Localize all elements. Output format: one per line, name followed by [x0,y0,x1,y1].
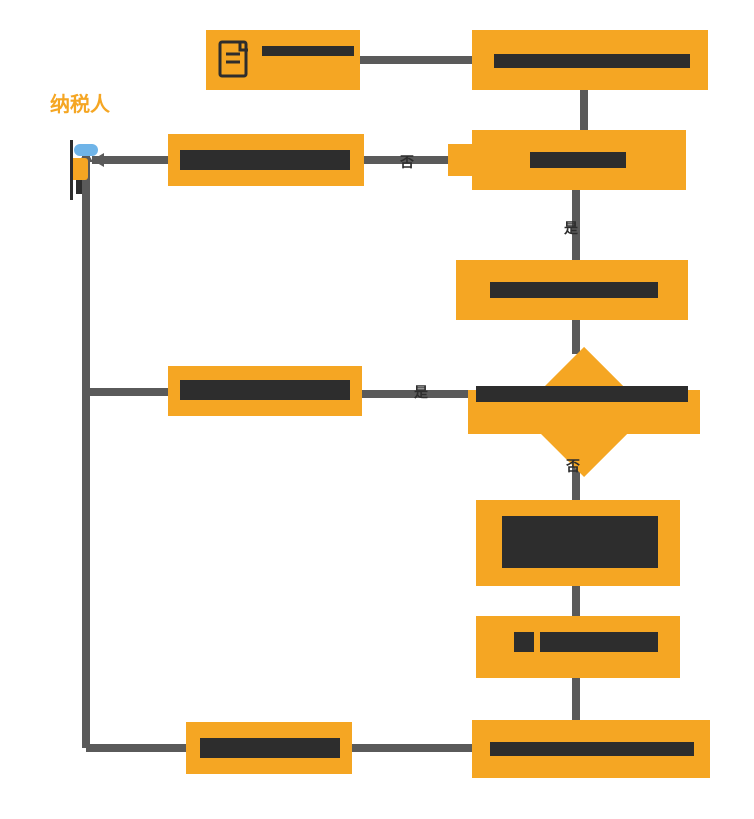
node-n11-inner [200,738,340,758]
node-n4-inner [180,150,350,170]
node-n9-inner-1 [540,632,658,652]
node-n3-inner [530,152,626,168]
node-n10-inner [490,742,694,756]
node-n2-inner [494,54,690,68]
node-n5-inner [490,282,658,298]
document-icon [214,40,254,80]
taxpayer-icon [70,140,102,200]
edge-label-no: 否 [400,152,414,172]
node-n6-inner [476,386,688,402]
taxpayer-label: 纳税人 [50,88,110,117]
edge-label-mid3: 否 [566,456,580,476]
node-n9-inner-0 [514,632,534,652]
node-n7-inner [180,380,350,400]
edge-label-yes: 是 [564,218,578,238]
edge-label-mid2: 是 [414,382,428,402]
node-n8-inner [502,516,658,568]
node-n1-inner [262,46,354,56]
